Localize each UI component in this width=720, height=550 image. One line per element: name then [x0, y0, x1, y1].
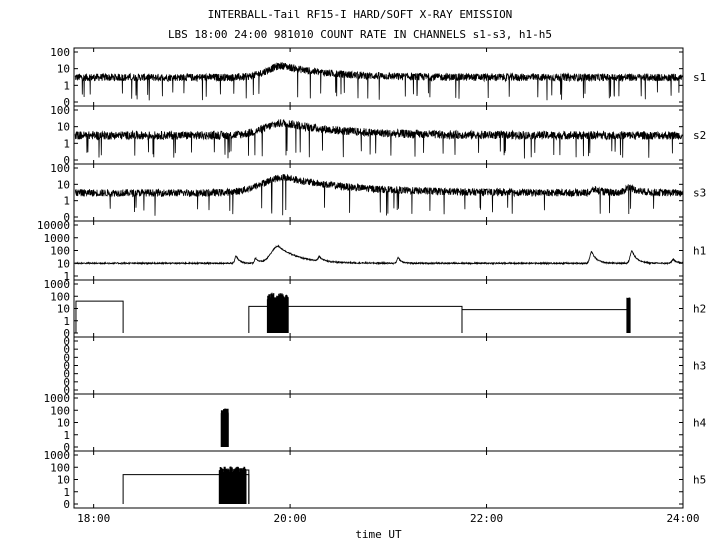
- ytick-h3: 0: [63, 335, 70, 348]
- ytick-h3: 0: [63, 376, 70, 389]
- ytick-s3: 100: [50, 162, 70, 175]
- ytick-s1: 0: [63, 96, 70, 109]
- channel-label-h5: h5: [693, 474, 706, 487]
- ytick-s2: 100: [50, 104, 70, 117]
- ytick-h1: 10000: [37, 219, 70, 232]
- burst-h2: [626, 297, 631, 333]
- ytick-h1: 10: [57, 257, 70, 270]
- ytick-h5: 10: [57, 474, 70, 487]
- channel-label-s1: s1: [693, 71, 706, 84]
- xtick-label: 24:00: [666, 512, 699, 525]
- ytick-h5: 1000: [44, 449, 71, 462]
- ytick-h3: 0: [63, 351, 70, 364]
- channel-label-h2: h2: [693, 303, 706, 316]
- ytick-h3: 0: [63, 368, 70, 381]
- channel-label-s2: s2: [693, 129, 706, 142]
- ytick-s3: 0: [63, 211, 70, 224]
- trace-s1: [74, 62, 684, 101]
- ytick-h3: 0: [63, 360, 70, 373]
- xtick-label: 20:00: [274, 512, 307, 525]
- panel-h4-frame: [73, 393, 684, 452]
- channel-label-h1: h1: [693, 245, 706, 258]
- ytick-h4: 1000: [44, 392, 71, 405]
- channel-label-s3: s3: [693, 187, 706, 200]
- panel-h5-frame: [73, 450, 684, 509]
- ytick-s1: 1: [63, 79, 70, 92]
- burst-h4: [220, 408, 229, 447]
- ytick-h5: 0: [63, 498, 70, 511]
- ytick-h3: 0: [63, 343, 70, 356]
- ytick-h1: 1000: [44, 232, 71, 245]
- chart-subtitle: LBS 18:00 24:00 981010 COUNT RATE IN CHA…: [167, 28, 553, 41]
- ytick-h3: 0: [63, 384, 70, 397]
- ytick-s1: 100: [50, 46, 70, 59]
- ytick-s3: 1: [63, 195, 70, 208]
- ytick-h1: 100: [50, 245, 70, 258]
- ytick-h4: 0: [63, 441, 70, 454]
- ytick-s3: 10: [57, 178, 70, 191]
- x-axis-label: time UT: [355, 528, 402, 541]
- ytick-h4: 10: [57, 417, 70, 430]
- ytick-h5: 1: [63, 486, 70, 499]
- xtick-label: 18:00: [77, 512, 110, 525]
- ytick-h2: 1000: [44, 278, 71, 291]
- ytick-h2: 1: [63, 315, 70, 328]
- step-h2: [75, 300, 124, 333]
- step-h2: [461, 309, 630, 333]
- ytick-h4: 1: [63, 429, 70, 442]
- ytick-h4: 100: [50, 404, 70, 417]
- panel-h1-frame: [73, 220, 684, 281]
- ytick-h2: 0: [63, 327, 70, 340]
- burst-h5: [218, 466, 247, 504]
- channel-label-h3: h3: [693, 360, 706, 373]
- ytick-h5: 100: [50, 461, 70, 474]
- ytick-s2: 10: [57, 121, 70, 134]
- ytick-s1: 10: [57, 63, 70, 76]
- trace-s2: [74, 119, 684, 159]
- chart-title: INTERBALL-Tail RF15-I HARD/SOFT X-RAY EM…: [207, 8, 513, 21]
- xtick-label: 22:00: [470, 512, 503, 525]
- ytick-s2: 0: [63, 154, 70, 167]
- trace-s3: [74, 173, 684, 216]
- ytick-h2: 10: [57, 303, 70, 316]
- burst-h2: [266, 292, 289, 333]
- panel-h3-frame: [73, 336, 684, 395]
- ytick-h1: 1: [63, 270, 70, 283]
- ytick-h2: 100: [50, 290, 70, 303]
- ytick-s2: 1: [63, 137, 70, 150]
- panel-h2-frame: [73, 279, 684, 338]
- trace-h1: [74, 244, 684, 266]
- channel-label-h4: h4: [693, 417, 707, 430]
